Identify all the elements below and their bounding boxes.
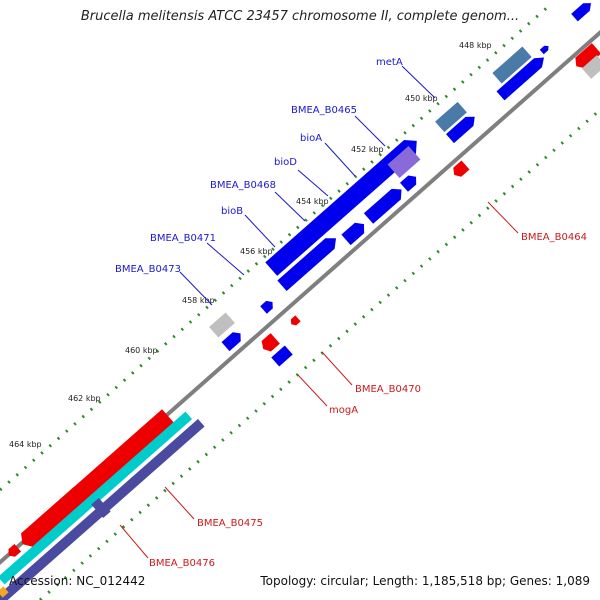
tick-ring-inner [39,108,600,600]
gene-label-bioB[interactable]: bioB [221,206,243,217]
gene-feature[interactable] [539,44,551,55]
genome-summary-text: Topology: circular; Length: 1,185,518 bp… [260,574,590,588]
gene-feature[interactable] [271,345,293,367]
gene-feature[interactable] [400,172,420,192]
gene-label-BMEA_B0471[interactable]: BMEA_B0471 [150,233,216,244]
tick-label: 456 kbp [240,247,273,256]
gene-feature[interactable] [571,0,594,22]
gene-label-bioD[interactable]: bioD [274,157,297,168]
tick-label: 458 kbp [182,296,215,305]
tick-label: 452 kbp [351,145,384,154]
gene-label-BMEA_B0468[interactable]: BMEA_B0468 [210,180,276,191]
gene-label-BMEA_B0465[interactable]: BMEA_B0465 [291,105,357,116]
gene-feature[interactable] [387,145,421,179]
gene-feature[interactable] [17,487,86,551]
tick-ring-outer [0,3,551,492]
tick-label: 464 kbp [9,440,42,449]
forward-genes [209,0,594,352]
gene-label-mogA[interactable]: mogA [329,405,358,416]
gene-feature[interactable] [68,409,174,506]
gene-feature[interactable] [91,497,111,519]
gene-feature[interactable] [450,160,470,180]
tick-label: 448 kbp [459,41,492,50]
gene-feature[interactable] [496,53,548,101]
gene-feature[interactable] [209,312,235,338]
map-title: Brucella melitensis ATCC 23457 chromosom… [80,9,520,24]
reverse-gene-labels: BMEA_B0464 BMEA_B0470 mogA BMEA_B0475 BM… [149,232,587,569]
gene-label-metA[interactable]: metA [376,57,403,68]
gene-feature[interactable] [277,233,340,292]
gene-feature[interactable] [572,43,600,71]
tick-labels: 448 kbp 450 kbp 452 kbp 454 kbp 456 kbp … [9,41,492,449]
gene-label-BMEA_B0476[interactable]: BMEA_B0476 [149,558,215,569]
gene-feature[interactable] [289,315,301,327]
gene-feature[interactable] [341,219,368,246]
gene-label-BMEA_B0475[interactable]: BMEA_B0475 [197,518,263,529]
label-connectors [119,65,519,559]
gene-feature[interactable] [221,329,245,352]
accession-text: Accession: NC_012442 [9,574,146,588]
tick-label: 462 kbp [68,394,101,403]
tick-label: 450 kbp [405,94,438,103]
gene-label-bioA[interactable]: bioA [300,133,322,144]
gene-feature[interactable] [259,333,280,354]
gene-feature[interactable] [581,55,600,79]
gene-feature[interactable] [492,46,532,84]
tick-label: 454 kbp [296,197,329,206]
tick-label: 460 kbp [125,346,158,355]
gene-feature[interactable] [446,112,479,144]
reverse-genes [0,43,600,600]
gene-feature[interactable] [363,184,406,224]
gene-feature[interactable] [5,543,22,559]
forward-gene-labels: metA BMEA_B0465 bioA bioD BMEA_B0468 bio… [115,57,403,275]
gene-feature[interactable] [265,134,422,276]
gene-label-BMEA_B0464[interactable]: BMEA_B0464 [521,232,587,243]
gene-label-BMEA_B0473[interactable]: BMEA_B0473 [115,264,181,275]
gene-feature[interactable] [0,411,193,585]
gene-feature[interactable] [260,298,276,314]
gene-label-BMEA_B0470[interactable]: BMEA_B0470 [355,384,421,395]
gene-feature[interactable] [435,101,467,133]
gene-feature[interactable] [0,586,9,598]
